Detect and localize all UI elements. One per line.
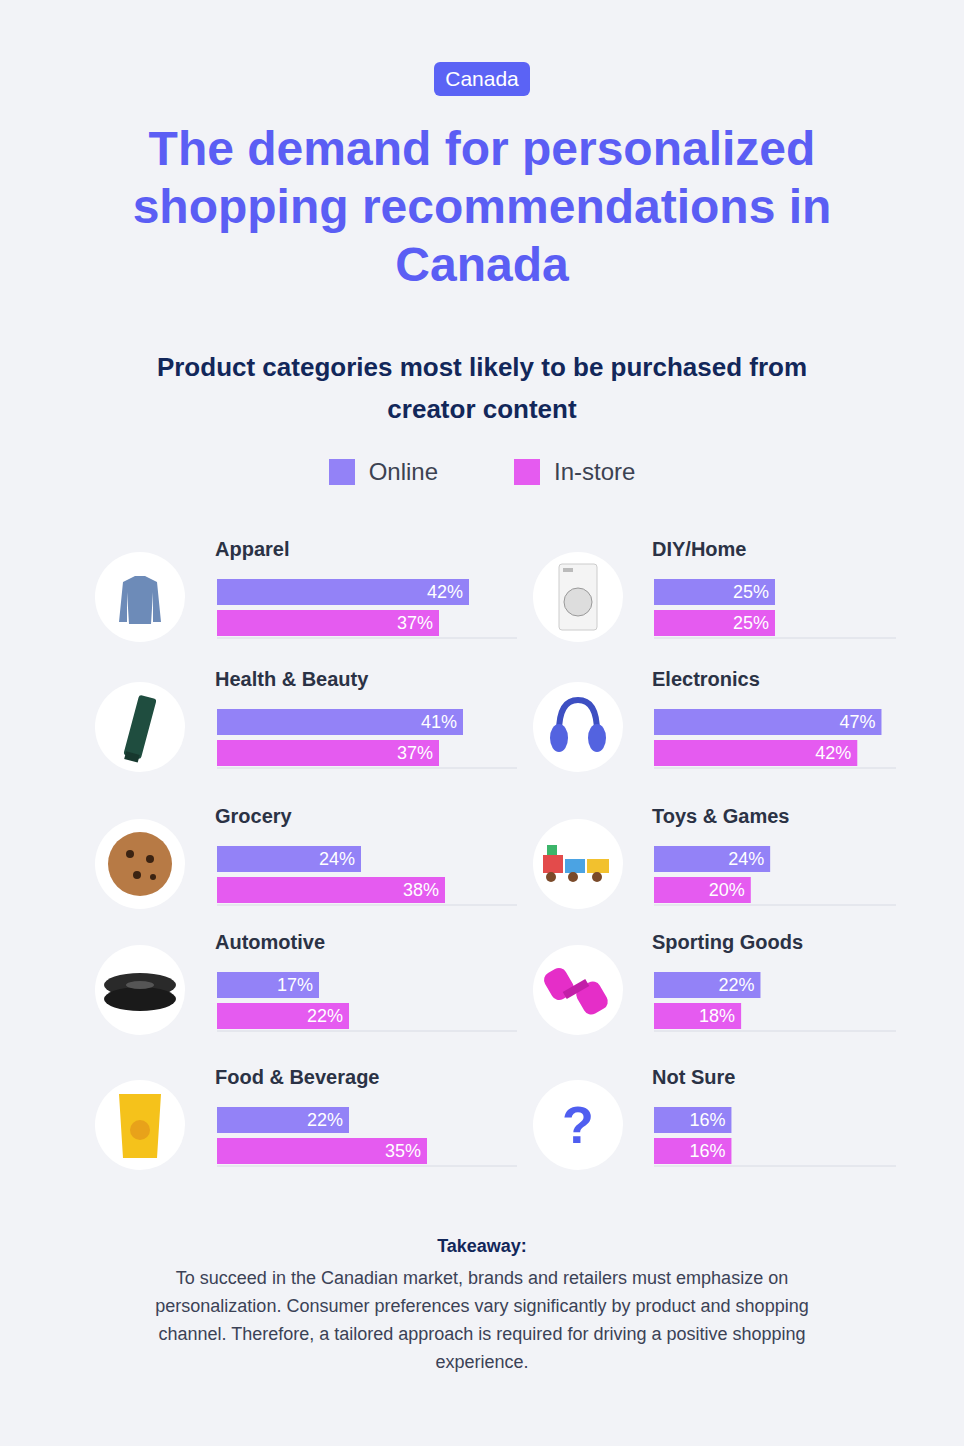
svg-text:37%: 37% bbox=[397, 743, 433, 763]
svg-text:42%: 42% bbox=[815, 743, 851, 763]
html-text:Electronics: Electronics bbox=[652, 668, 760, 690]
html-text:Grocery: Grocery bbox=[215, 805, 292, 827]
svg-text:41%: 41% bbox=[421, 712, 457, 732]
svg-text:16%: 16% bbox=[689, 1110, 725, 1130]
svg-text:25%: 25% bbox=[733, 613, 769, 633]
html-text:Automotive: Automotive bbox=[215, 931, 325, 953]
svg-text:18%: 18% bbox=[699, 1006, 735, 1026]
svg-text:35%: 35% bbox=[385, 1141, 421, 1161]
svg-text:24%: 24% bbox=[319, 849, 355, 869]
html-text:DIY/Home: DIY/Home bbox=[652, 538, 747, 560]
html-text:In-store: In-store bbox=[554, 458, 636, 485]
html-text:Online: Online bbox=[368, 458, 438, 485]
svg-text:16%: 16% bbox=[689, 1141, 725, 1161]
html-text:Toys & Games: Toys & Games bbox=[652, 805, 790, 827]
html-text:Canada: Canada bbox=[445, 67, 519, 90]
svg-text:37%: 37% bbox=[397, 613, 433, 633]
html-text:Food & Beverage: Food & Beverage bbox=[215, 1066, 380, 1088]
html-text:Product categories most likely: Product categories most likely to be pur… bbox=[156, 352, 808, 424]
svg-text:17%: 17% bbox=[277, 975, 313, 995]
html-text:To succeed in the Canadian mar: To succeed in the Canadian market, brand… bbox=[155, 1268, 809, 1372]
svg-text:25%: 25% bbox=[733, 582, 769, 602]
html-text:Takeaway:: Takeaway: bbox=[437, 1236, 527, 1256]
svg-text:22%: 22% bbox=[307, 1110, 343, 1130]
svg-text:42%: 42% bbox=[427, 582, 463, 602]
svg-text:22%: 22% bbox=[307, 1006, 343, 1026]
svg-text:47%: 47% bbox=[839, 712, 875, 732]
html-text:Not Sure: Not Sure bbox=[652, 1066, 736, 1088]
svg-text:20%: 20% bbox=[709, 880, 745, 900]
html-text:Apparel: Apparel bbox=[215, 538, 290, 560]
svg-text:24%: 24% bbox=[728, 849, 764, 869]
html-text:The demand for personalized sh: The demand for personalized shopping rec… bbox=[132, 122, 832, 291]
svg-text:22%: 22% bbox=[718, 975, 754, 995]
svg-text:38%: 38% bbox=[403, 880, 439, 900]
html-text:Health & Beauty: Health & Beauty bbox=[215, 668, 369, 690]
html-text:Sporting Goods: Sporting Goods bbox=[652, 931, 804, 953]
